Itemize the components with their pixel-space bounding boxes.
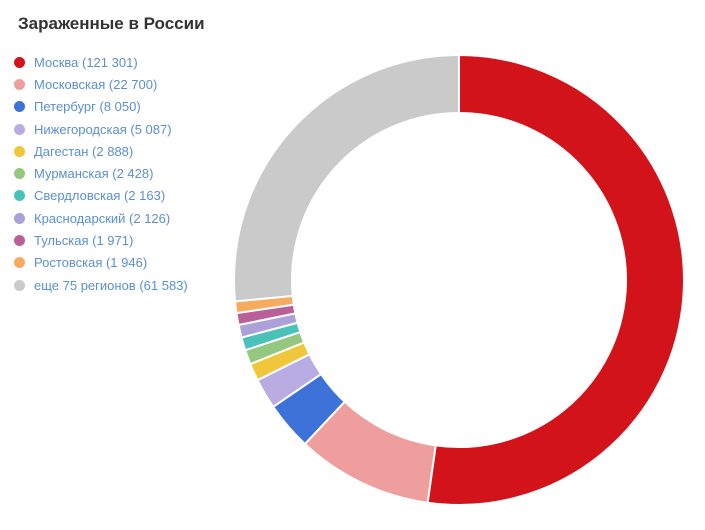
pie-slice-0[interactable]	[426, 53, 685, 506]
legend-label: Московская (22 700)	[34, 76, 158, 92]
legend-label: Нижегородская (5 087)	[34, 121, 172, 137]
legend-label: Ростовская (1 946)	[34, 255, 148, 271]
legend-label: Краснодарский (2 126)	[34, 210, 171, 226]
legend-marker-icon	[14, 279, 25, 291]
chart-title: Зараженные в России	[18, 14, 205, 33]
legend-label: Дагестан (2 888)	[34, 143, 134, 159]
legend-label: Свердловская (2 163)	[34, 188, 166, 204]
legend-item-7[interactable]: Краснодарский (2 126)	[14, 207, 188, 229]
legend-marker-icon	[14, 78, 25, 90]
legend-item-10[interactable]: еще 75 регионов (61 583)	[14, 274, 188, 296]
legend-marker-icon	[14, 235, 25, 247]
legend-label: еще 75 регионов (61 583)	[34, 277, 188, 293]
legend-marker-icon	[14, 190, 25, 202]
legend-marker-icon	[14, 101, 25, 113]
legend-label: Тульская (1 971)	[34, 233, 134, 249]
legend-item-1[interactable]: Московская (22 700)	[14, 73, 188, 95]
legend-item-9[interactable]: Ростовская (1 946)	[14, 252, 188, 274]
legend-marker-icon	[14, 257, 25, 269]
legend-label: Москва (121 301)	[34, 54, 138, 70]
legend-marker-icon	[14, 212, 25, 224]
legend-marker-icon	[14, 123, 25, 135]
legend-item-6[interactable]: Свердловская (2 163)	[14, 185, 188, 207]
legend-item-4[interactable]: Дагестан (2 888)	[14, 140, 188, 162]
legend-marker-icon	[14, 145, 25, 157]
legend-item-2[interactable]: Петербург (8 050)	[14, 96, 188, 118]
chart-legend: Москва (121 301) Московская (22 700) Петер…	[14, 51, 188, 296]
pie-slice-10[interactable]	[233, 53, 460, 303]
legend-label: Петербург (8 050)	[34, 99, 141, 115]
legend-marker-icon	[14, 168, 25, 180]
legend-label: Мурманская (2 428)	[34, 166, 154, 182]
legend-item-0[interactable]: Москва (121 301)	[14, 51, 188, 73]
legend-item-5[interactable]: Мурманская (2 428)	[14, 162, 188, 184]
legend-marker-icon	[14, 56, 25, 68]
legend-item-3[interactable]: Нижегородская (5 087)	[14, 118, 188, 140]
legend-item-8[interactable]: Тульская (1 971)	[14, 229, 188, 251]
